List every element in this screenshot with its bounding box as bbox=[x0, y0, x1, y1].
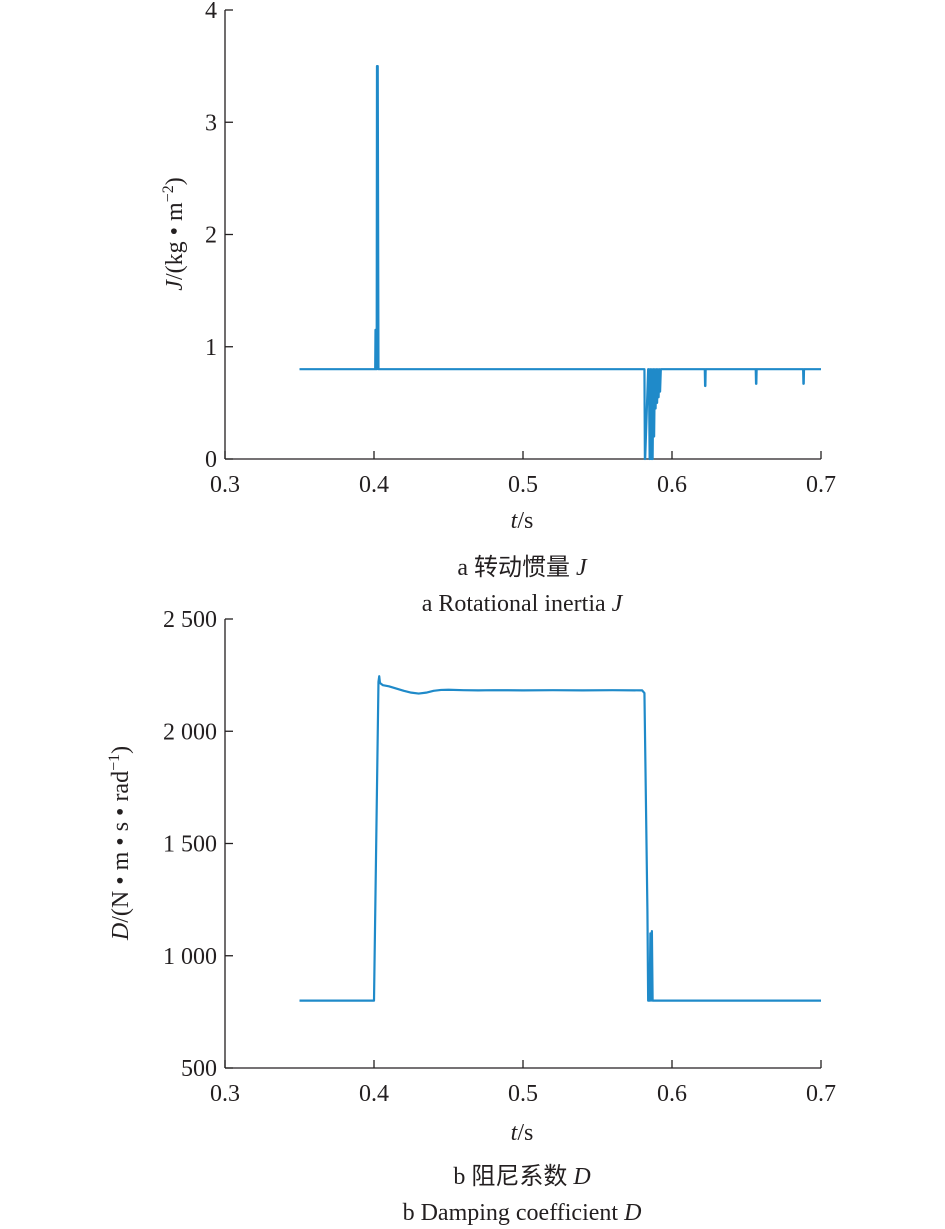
chart-a-y-var: J bbox=[162, 279, 188, 291]
chart-b-y-sup: −1 bbox=[106, 754, 123, 771]
chart-a-x-tick-label: 0.5 bbox=[508, 472, 538, 498]
chart-a-x-axis-label: t/s bbox=[511, 508, 534, 534]
chart-a-caption-cn-text: a 转动惯量 bbox=[457, 554, 576, 581]
chart-b-caption-en-text: b Damping coefficient bbox=[403, 1200, 624, 1226]
chart-b-caption-cn-text: b 阻尼系数 bbox=[453, 1163, 573, 1190]
chart-a-caption-en: a Rotational inertia J bbox=[422, 591, 624, 617]
chart-a-y-tick-label: 0 bbox=[205, 447, 217, 473]
chart-b-x-tick-label: 0.6 bbox=[657, 1081, 687, 1107]
chart-b-y-tick-label: 2 500 bbox=[163, 607, 217, 633]
chart-a-x-tick-label: 0.7 bbox=[806, 472, 836, 498]
chart-a-y-tick-label: 3 bbox=[205, 110, 217, 136]
chart-a-y-unit: /(kg • m bbox=[162, 202, 188, 280]
chart-b-x-tick-label: 0.7 bbox=[806, 1081, 836, 1107]
chart-b-x-unit: /s bbox=[517, 1120, 533, 1146]
chart-a-x-tick-label: 0.4 bbox=[359, 472, 389, 498]
chart-b-x-axis-label: t/s bbox=[511, 1120, 534, 1146]
chart-a-y-axis-label: J/(kg • m−2) bbox=[160, 177, 188, 290]
chart-a-caption-en-text: a Rotational inertia bbox=[422, 591, 612, 617]
chart-a-y-tick-label: 2 bbox=[205, 223, 217, 249]
chart-a-caption-en-var: J bbox=[612, 591, 624, 617]
chart-b-caption-en-var: D bbox=[623, 1200, 641, 1226]
chart-b-series-line bbox=[299, 675, 821, 1002]
chart-a-x-ticks: 0.3 0.4 0.5 0.6 0.7 bbox=[210, 451, 836, 498]
chart-b-caption-cn: b 阻尼系数 D bbox=[453, 1163, 590, 1190]
chart-b-x-ticks: 0.3 0.4 0.5 0.6 0.7 bbox=[210, 1060, 836, 1107]
chart-a-y-ticks: 0 1 2 3 4 bbox=[205, 0, 233, 473]
chart-a-x-unit: /s bbox=[517, 508, 533, 534]
chart-b-caption-cn-var: D bbox=[572, 1164, 590, 1190]
chart-b-y-var: D bbox=[108, 923, 134, 941]
chart-a-y-tick-label: 1 bbox=[205, 335, 217, 361]
chart-b-x-var: t bbox=[511, 1120, 519, 1146]
chart-a-y-sup: −2 bbox=[160, 185, 177, 202]
chart-b-y-tick-label: 2 000 bbox=[163, 719, 217, 745]
chart-b-y-ticks: 500 1 000 1 500 2 000 2 500 bbox=[163, 607, 233, 1082]
chart-a-x-var: t bbox=[511, 508, 519, 534]
chart-a-y-tick-label: 4 bbox=[205, 0, 217, 24]
chart-a-x-tick-label: 0.3 bbox=[210, 472, 240, 498]
chart-b-x-tick-label: 0.4 bbox=[359, 1081, 389, 1107]
chart-a-series-line bbox=[299, 65, 821, 461]
chart-b-y-tick-label: 500 bbox=[181, 1056, 217, 1082]
chart-a-caption-cn: a 转动惯量 J bbox=[457, 554, 588, 581]
chart-b-y-axis-label: D/(N • m • s • rad−1) bbox=[106, 746, 134, 941]
chart-b-caption-en: b Damping coefficient D bbox=[403, 1200, 642, 1226]
chart-b-y-tick-label: 1 000 bbox=[163, 944, 217, 970]
chart-a-y-tail: ) bbox=[162, 177, 188, 185]
chart-b-y-unit: /(N • m • s • rad bbox=[108, 771, 134, 923]
chart-a-x-tick-label: 0.6 bbox=[657, 472, 687, 498]
chart-a-caption-cn-var: J bbox=[576, 555, 588, 581]
chart-b-y-tail: ) bbox=[108, 746, 134, 754]
chart-b-x-tick-label: 0.3 bbox=[210, 1081, 240, 1107]
chart-b-x-tick-label: 0.5 bbox=[508, 1081, 538, 1107]
chart-b-y-tick-label: 1 500 bbox=[163, 832, 217, 858]
